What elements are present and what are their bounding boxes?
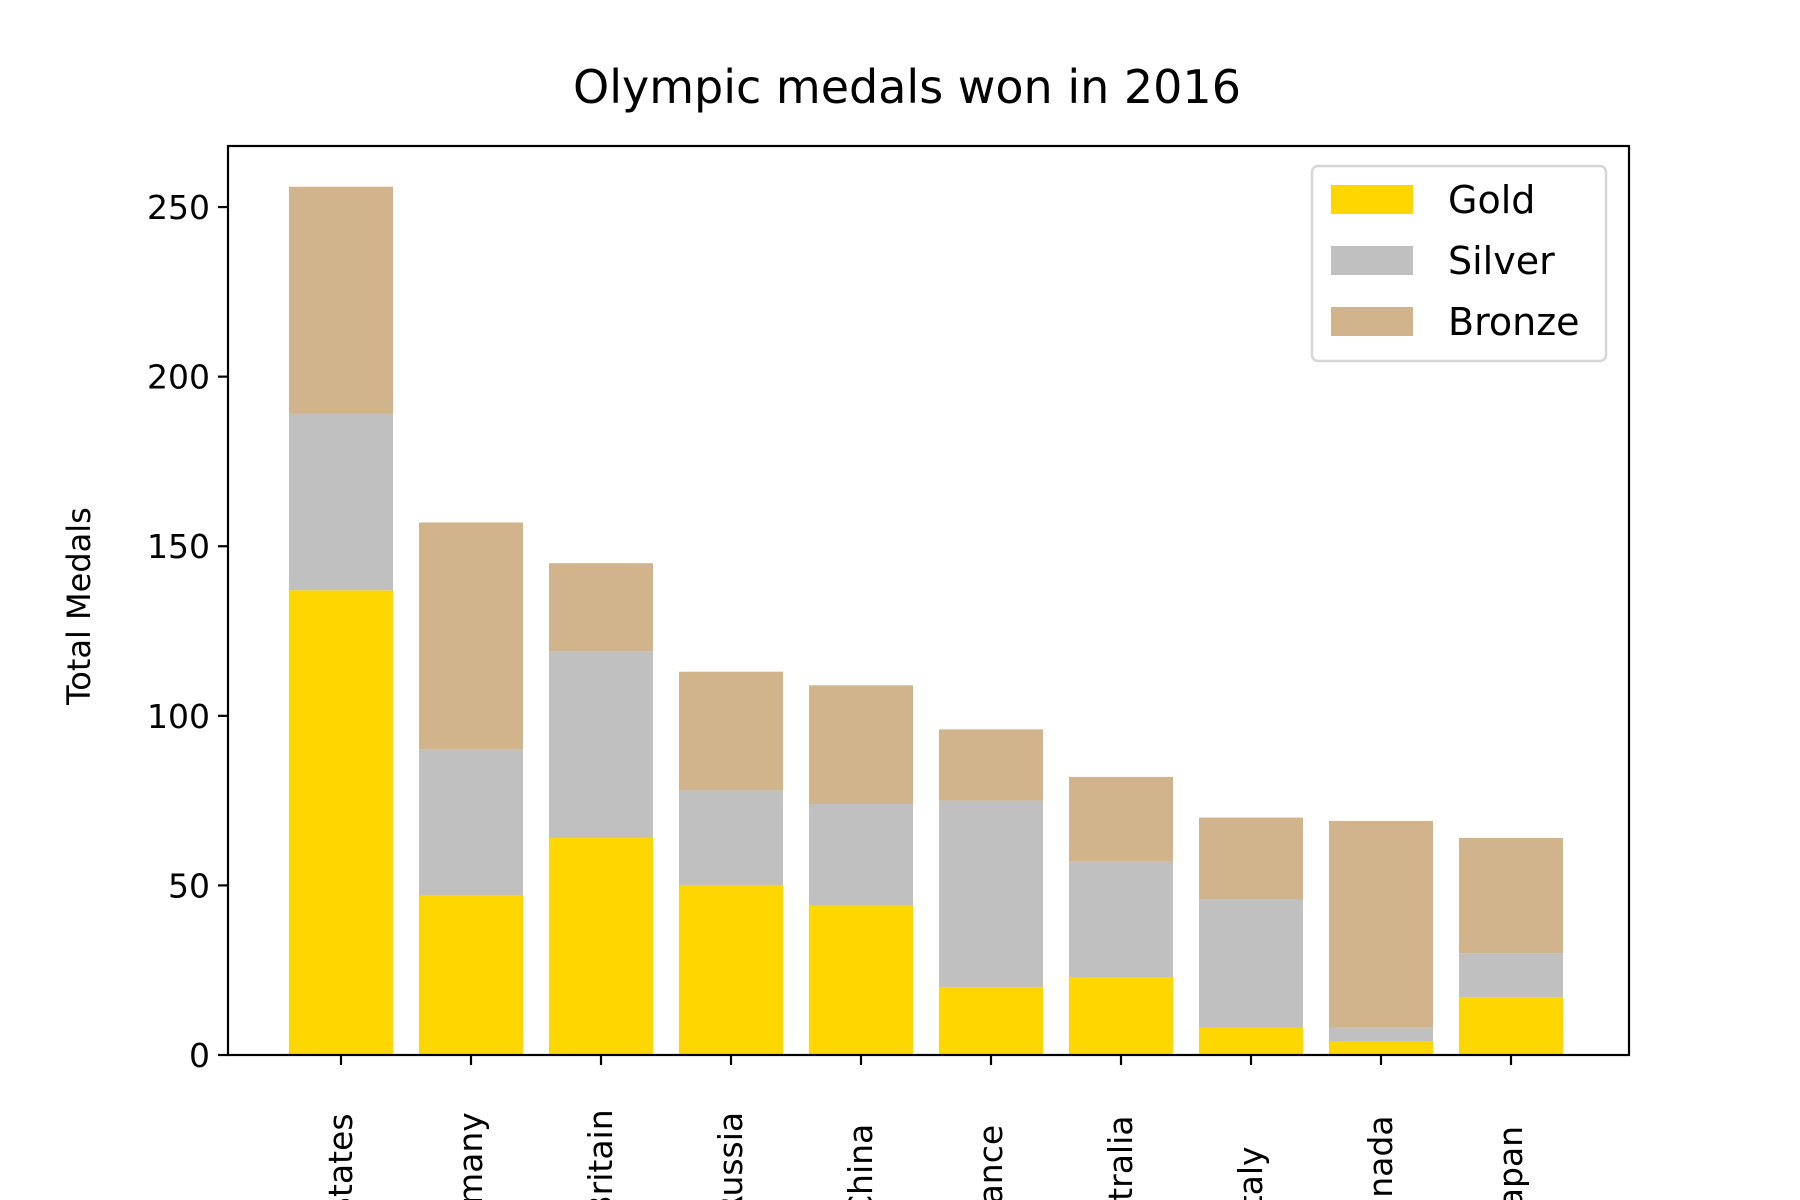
bar-bronze-6 (1069, 776, 1173, 862)
y-ticks: 0 50 100 150 200 250 (147, 188, 228, 1075)
bar-gold-3 (679, 885, 783, 1055)
x-ticks: States rmany Britain Russia China rance strali… (321, 1055, 1530, 1200)
bar-gold-2 (549, 837, 653, 1055)
y-tick-label-1: 50 (168, 866, 210, 905)
chart-title: Olympic medals won in 2016 (573, 60, 1241, 114)
bar-bronze-3 (679, 671, 783, 791)
bar-silver-1 (419, 749, 523, 896)
bar-silver-3 (679, 790, 783, 886)
bar-gold-6 (1069, 976, 1173, 1055)
bar-bronze-2 (549, 563, 653, 652)
legend-swatch-gold (1331, 185, 1413, 214)
bar-bronze-5 (939, 729, 1043, 801)
y-tick-label-3: 150 (147, 527, 210, 566)
legend-label-gold: Gold (1448, 178, 1535, 222)
bar-silver-9 (1459, 953, 1563, 998)
y-axis-label: Total Medals (60, 507, 98, 706)
bar-bronze-0 (289, 186, 393, 414)
legend-swatch-silver (1331, 246, 1413, 275)
x-tick-label-2: Britain (581, 1109, 620, 1200)
bar-gold-0 (289, 590, 393, 1055)
bar-bronze-9 (1459, 837, 1563, 954)
bar-silver-8 (1329, 1027, 1433, 1042)
x-tick-label-4: China (841, 1124, 880, 1200)
x-tick-label-6: stralia (1101, 1116, 1140, 1200)
y-tick-label-0: 0 (189, 1036, 210, 1075)
x-tick-label-3: Russia (711, 1112, 750, 1200)
y-tick-label-2: 100 (147, 697, 210, 736)
bars (289, 186, 1563, 1055)
legend-label-bronze: Bronze (1448, 300, 1580, 344)
y-tick-label-4: 200 (147, 358, 210, 397)
x-tick-label-8: anada (1361, 1115, 1400, 1200)
bar-silver-6 (1069, 861, 1173, 977)
bar-silver-0 (289, 413, 393, 591)
bar-bronze-8 (1329, 820, 1433, 1028)
x-tick-label-9: Japan (1491, 1126, 1530, 1200)
x-tick-label-0: States (321, 1113, 360, 1200)
y-tick-label-5: 250 (147, 188, 210, 227)
bar-gold-9 (1459, 997, 1563, 1055)
bar-bronze-7 (1199, 817, 1303, 899)
x-tick-label-5: rance (971, 1125, 1010, 1200)
bar-gold-5 (939, 987, 1043, 1055)
bar-silver-7 (1199, 898, 1303, 1028)
bar-gold-7 (1199, 1027, 1303, 1055)
bar-silver-4 (809, 804, 913, 906)
bar-bronze-4 (809, 685, 913, 805)
x-tick-label-1: rmany (451, 1112, 490, 1200)
bar-gold-8 (1329, 1041, 1433, 1055)
bar-silver-2 (549, 651, 653, 838)
bar-gold-1 (419, 895, 523, 1055)
bar-bronze-1 (419, 522, 523, 750)
legend-label-silver: Silver (1448, 239, 1555, 283)
legend-swatch-bronze (1331, 307, 1413, 336)
x-tick-label-7: Italy (1231, 1146, 1270, 1200)
legend: Gold Silver Bronze (1310, 164, 1608, 363)
plot-frame (226, 144, 1631, 1057)
bar-gold-4 (809, 905, 913, 1055)
bar-silver-5 (939, 800, 1043, 988)
